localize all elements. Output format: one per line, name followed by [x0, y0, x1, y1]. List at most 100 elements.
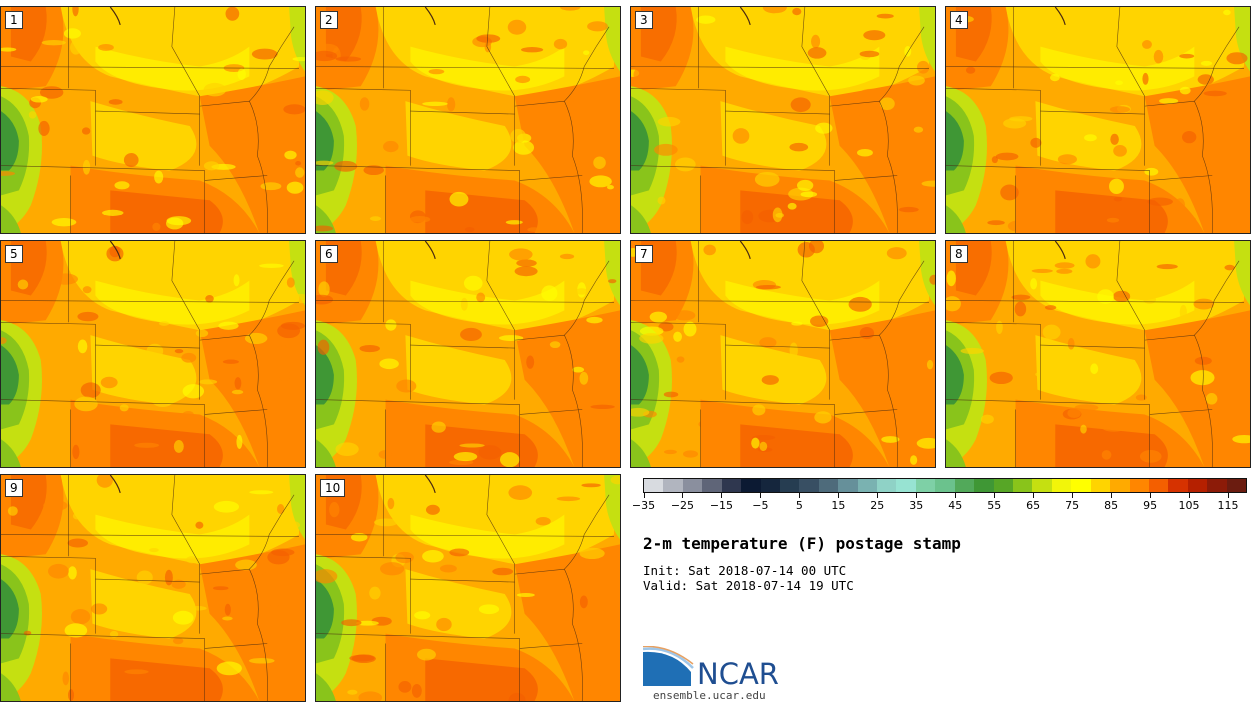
colorbar-tick-label: 65: [1026, 499, 1041, 512]
colorbar-tick: [838, 493, 840, 498]
website-url: ensemble.ucar.edu: [653, 689, 766, 702]
postage-stamp-map: 8: [945, 240, 1251, 468]
member-label: 6: [320, 245, 338, 263]
ncar-logo-icon: [643, 646, 694, 686]
colorbar-segment: [663, 479, 683, 492]
colorbar-tick-label: 25: [870, 499, 885, 512]
init-time: Init: Sat 2018-07-14 00 UTC: [643, 563, 847, 578]
temperature-map: [946, 7, 1250, 233]
colorbar-segment: [954, 479, 975, 492]
valid-time: Valid: Sat 2018-07-14 19 UTC: [643, 578, 854, 593]
member-label: 1: [5, 11, 23, 29]
colorbar-segment: [760, 479, 780, 492]
colorbar-segment: [915, 479, 936, 492]
postage-stamp-map: 5: [0, 240, 306, 468]
colorbar-tick-label: 105: [1178, 499, 1200, 512]
member-label: 3: [635, 11, 653, 29]
colorbar-segment: [779, 479, 800, 492]
colorbar-tick: [916, 493, 918, 498]
colorbar-tick-label: 45: [948, 499, 963, 512]
postage-stamp-map: 3: [630, 6, 936, 234]
postage-stamp-map: 10: [315, 474, 621, 702]
colorbar-tick-label: −25: [670, 499, 695, 512]
colorbar-tick-label: −35: [631, 499, 656, 512]
temperature-map: [316, 475, 620, 701]
colorbar-segment: [1207, 479, 1227, 492]
colorbar-tick-label: 5: [795, 499, 803, 512]
colorbar-segment: [644, 479, 664, 492]
temperature-map: [316, 7, 620, 233]
colorbar-tick-label: −15: [709, 499, 734, 512]
colorbar-tick: [1033, 493, 1035, 498]
colorbar-tick: [1228, 493, 1230, 498]
colorbar-tick-label: −5: [752, 499, 769, 512]
colorbar-segment: [721, 479, 742, 492]
colorbar-tick: [799, 493, 801, 498]
colorbar-segment: [1090, 479, 1111, 492]
colorbar-tick-label: 55: [987, 499, 1002, 512]
colorbar-segment: [1110, 479, 1130, 492]
colorbar-ticks: −35 −25 −15 −5 5 15 25 35 45 55 65 75 85 95 105 115: [632, 493, 1247, 519]
postage-stamp-map: 2: [315, 6, 621, 234]
colorbar-segment: [1187, 479, 1208, 492]
colorbar-tick: [1111, 493, 1113, 498]
postage-stamp-map: 4: [945, 6, 1251, 234]
member-label: 10: [320, 479, 346, 497]
colorbar-segment: [1168, 479, 1188, 492]
colorbar-segment: [896, 479, 916, 492]
colorbar-segment: [682, 479, 703, 492]
colorbar-segment: [702, 479, 722, 492]
colorbar-tick-label: 35: [909, 499, 924, 512]
member-label: 9: [5, 479, 23, 497]
member-label: 8: [950, 245, 968, 263]
colorbar-segment: [818, 479, 839, 492]
colorbar-segment: [857, 479, 878, 492]
colorbar-tick: [1072, 493, 1074, 498]
colorbar-segment: [993, 479, 1014, 492]
postage-stamp-map: 7: [630, 240, 936, 468]
colorbar-segment: [935, 479, 955, 492]
colorbar-tick: [1189, 493, 1191, 498]
colorbar-tick: [877, 493, 879, 498]
colorbar-segment: [838, 479, 858, 492]
temperature-map: [1, 7, 305, 233]
colorbar-segment: [1148, 479, 1169, 492]
colorbar-segment: [877, 479, 897, 492]
colorbar-segment: [1013, 479, 1033, 492]
colorbar-tick: [643, 493, 645, 498]
colorbar-segment: [1129, 479, 1149, 492]
colorbar-segment: [1071, 479, 1091, 492]
postage-stamp-map: 1: [0, 6, 306, 234]
postage-stamp-map: 9: [0, 474, 306, 702]
colorbar-tick-label: 15: [831, 499, 846, 512]
temperature-map: [631, 7, 935, 233]
colorbar-tick: [682, 493, 684, 498]
temperature-map: [946, 241, 1250, 467]
colorbar-tick: [721, 493, 723, 498]
member-label: 5: [5, 245, 23, 263]
colorbar-tick: [760, 493, 762, 498]
temperature-colorbar: [643, 478, 1247, 493]
temperature-map: [316, 241, 620, 467]
colorbar-tick: [1150, 493, 1152, 498]
temperature-map: [631, 241, 935, 467]
postage-stamp-map: 6: [315, 240, 621, 468]
member-label: 2: [320, 11, 338, 29]
colorbar-tick-label: 85: [1104, 499, 1119, 512]
colorbar-segment: [1032, 479, 1052, 492]
colorbar-tick-label: 95: [1143, 499, 1158, 512]
colorbar-segment: [741, 479, 761, 492]
temperature-map: [1, 475, 305, 701]
colorbar-tick: [994, 493, 996, 498]
temperature-map: [1, 241, 305, 467]
member-label: 4: [950, 11, 968, 29]
colorbar-tick: [955, 493, 957, 498]
member-label: 7: [635, 245, 653, 263]
colorbar-segment: [1226, 479, 1247, 492]
colorbar-tick-label: 115: [1217, 499, 1239, 512]
ncar-wordmark: NCAR: [697, 657, 779, 691]
colorbar-segment: [1051, 479, 1072, 492]
colorbar-segment: [799, 479, 819, 492]
figure-title: 2-m temperature (F) postage stamp: [643, 534, 961, 553]
colorbar-tick-label: 75: [1065, 499, 1080, 512]
